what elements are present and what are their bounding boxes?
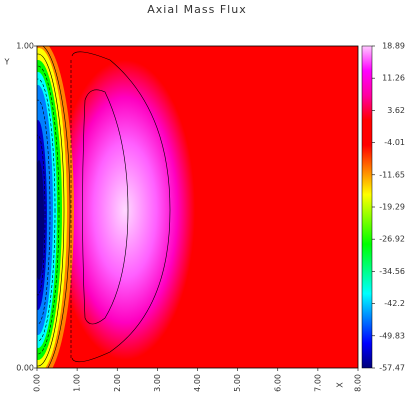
x-tick-label: 1.00 — [73, 374, 82, 392]
colorbar-tick-label: 3.62 — [387, 106, 405, 115]
colorbar-tick-label: -19.29 — [379, 203, 405, 212]
colorbar-tick-label: -11.65 — [379, 170, 405, 179]
colorbar-tick-label: 11.26 — [382, 74, 405, 83]
x-tick-label: 5.00 — [233, 374, 242, 392]
colorbar-tick-label: -4.01 — [384, 138, 405, 147]
colorbar-tick-label: -42.2 — [384, 299, 405, 308]
colorbar-tick-label: -57.47 — [379, 364, 405, 373]
x-axis-label: X — [336, 382, 345, 388]
colorbar-tick-label: -49.83 — [379, 331, 405, 340]
colorbar-tick-label: -34.56 — [379, 267, 405, 276]
contour-field — [37, 46, 358, 368]
x-tick-label: 7.00 — [313, 374, 322, 392]
x-tick-label: 8.00 — [354, 374, 363, 392]
colorbar — [361, 45, 373, 369]
y-axis-label: Y — [4, 58, 10, 67]
chart-title: Axial Mass Flux — [147, 3, 246, 16]
colorbar-tick-label: -26.92 — [379, 235, 405, 244]
x-tick-label: 6.00 — [273, 374, 282, 392]
colorbar-tick-label: 18.89 — [382, 42, 405, 51]
y-tick-label: 0.00 — [16, 364, 34, 373]
x-tick-label: 4.00 — [193, 374, 202, 392]
x-tick-label: 2.00 — [113, 374, 122, 392]
x-tick-label: 0.00 — [33, 374, 42, 392]
y-tick-label: 1.00 — [16, 42, 34, 51]
x-tick-label: 3.00 — [153, 374, 162, 392]
